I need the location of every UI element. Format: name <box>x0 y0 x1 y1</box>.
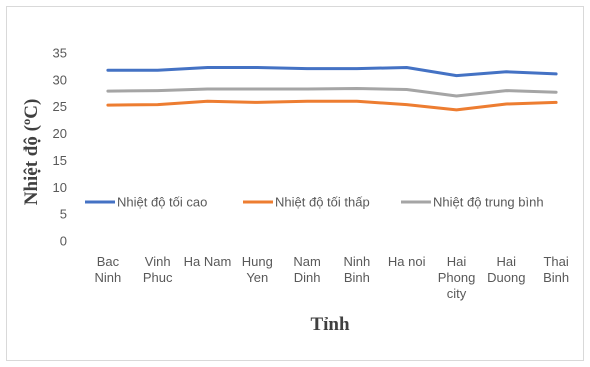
x-tick-label: Ha Nam <box>184 254 232 269</box>
legend-label: Nhiệt độ tối thấp <box>275 195 370 210</box>
x-axis-title: Tỉnh <box>310 314 350 335</box>
y-tick-label: 20 <box>53 126 67 141</box>
x-tick-label: Ha noi <box>388 254 426 269</box>
series-lines <box>106 66 558 112</box>
x-tick-label: Hai Duong <box>487 254 525 285</box>
series-line-3 <box>106 87 558 98</box>
series-line-2 <box>106 99 558 112</box>
legend-item-3: Nhiệt độ trung bình <box>401 195 544 210</box>
x-tick-label: Bac Ninh <box>95 254 122 285</box>
y-tick-label: 35 <box>53 46 67 61</box>
x-tick-label: Hung Yen <box>242 254 273 285</box>
y-tick-label: 30 <box>53 72 67 87</box>
y-tick-label: 5 <box>60 207 67 222</box>
legend: Nhiệt độ tối cao Nhiệt độ tối thấp Nhiệt đ… <box>85 195 544 210</box>
y-tick-label: 10 <box>53 180 67 195</box>
legend-item-1: Nhiệt độ tối cao <box>85 195 207 210</box>
y-axis-ticks: 0 5 10 15 20 25 30 35 <box>53 46 67 249</box>
y-tick-label: 25 <box>53 99 67 114</box>
y-axis-title: Nhiệt độ (ºC) <box>21 99 42 206</box>
x-tick-label: Hai Phong city <box>438 254 476 301</box>
x-tick-label: Nam Dinh <box>293 254 320 285</box>
x-tick-label: Vinh Phuc <box>143 254 173 285</box>
x-axis-ticks: Bac Ninh Vinh Phuc Ha Nam Hung Yen Nam Dinh Ninh B… <box>95 254 570 301</box>
chart-frame: 0 5 10 15 20 25 30 35 Bac Ninh Vinh Phuc Ha Nam Hung… <box>6 6 584 361</box>
x-tick-label: Ninh Binh <box>344 254 371 285</box>
legend-item-2: Nhiệt độ tối thấp <box>243 195 370 210</box>
y-tick-label: 15 <box>53 153 67 168</box>
legend-label: Nhiệt độ trung bình <box>433 195 544 210</box>
legend-label: Nhiệt độ tối cao <box>117 195 207 210</box>
y-tick-label: 0 <box>60 234 67 249</box>
series-line-1 <box>106 66 558 78</box>
line-chart: 0 5 10 15 20 25 30 35 Bac Ninh Vinh Phuc Ha Nam Hung… <box>21 46 570 336</box>
x-tick-label: Thai Binh <box>543 254 569 285</box>
